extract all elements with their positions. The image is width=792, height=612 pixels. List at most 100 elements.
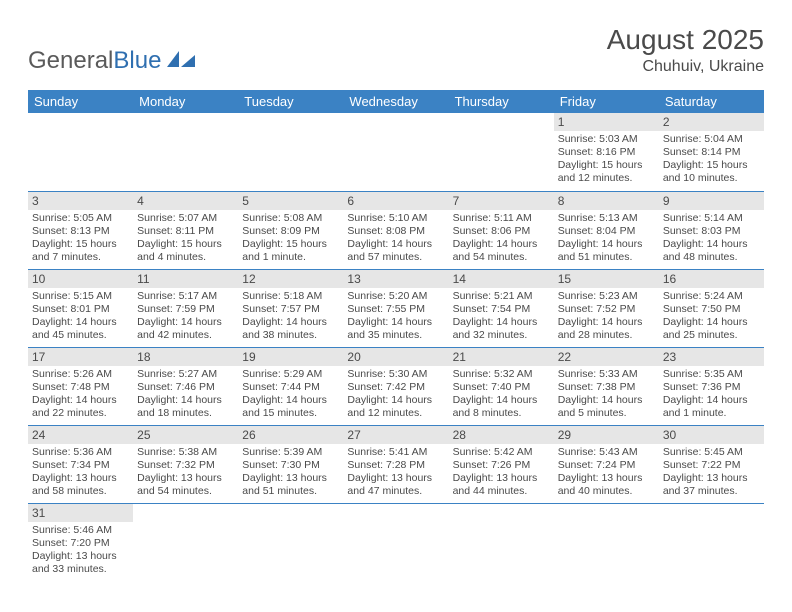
weekday-header: Monday	[133, 90, 238, 113]
day-cell: 27Sunrise: 5:41 AMSunset: 7:28 PMDayligh…	[343, 425, 448, 503]
daylight-line2: and 42 minutes.	[137, 329, 234, 342]
daylight-line2: and 54 minutes.	[137, 485, 234, 498]
sunrise: Sunrise: 5:32 AM	[453, 368, 550, 381]
calendar-table: SundayMondayTuesdayWednesdayThursdayFrid…	[28, 90, 764, 581]
daylight-line2: and 51 minutes.	[242, 485, 339, 498]
day-cell: 12Sunrise: 5:18 AMSunset: 7:57 PMDayligh…	[238, 269, 343, 347]
daylight-line1: Daylight: 14 hours	[663, 394, 760, 407]
sunset: Sunset: 8:01 PM	[32, 303, 129, 316]
sunrise: Sunrise: 5:21 AM	[453, 290, 550, 303]
sunrise: Sunrise: 5:03 AM	[558, 133, 655, 146]
daylight-line2: and 12 minutes.	[558, 172, 655, 185]
sunset: Sunset: 7:28 PM	[347, 459, 444, 472]
daylight-line2: and 25 minutes.	[663, 329, 760, 342]
day-data: Sunrise: 5:17 AMSunset: 7:59 PMDaylight:…	[133, 288, 238, 346]
empty-cell	[28, 113, 133, 191]
day-data: Sunrise: 5:33 AMSunset: 7:38 PMDaylight:…	[554, 366, 659, 424]
day-data: Sunrise: 5:29 AMSunset: 7:44 PMDaylight:…	[238, 366, 343, 424]
day-data: Sunrise: 5:30 AMSunset: 7:42 PMDaylight:…	[343, 366, 448, 424]
day-cell: 13Sunrise: 5:20 AMSunset: 7:55 PMDayligh…	[343, 269, 448, 347]
sunrise: Sunrise: 5:07 AM	[137, 212, 234, 225]
sunset: Sunset: 7:32 PM	[137, 459, 234, 472]
calendar-week-row: 17Sunrise: 5:26 AMSunset: 7:48 PMDayligh…	[28, 347, 764, 425]
sunset: Sunset: 7:42 PM	[347, 381, 444, 394]
day-cell: 10Sunrise: 5:15 AMSunset: 8:01 PMDayligh…	[28, 269, 133, 347]
day-cell: 25Sunrise: 5:38 AMSunset: 7:32 PMDayligh…	[133, 425, 238, 503]
day-data: Sunrise: 5:15 AMSunset: 8:01 PMDaylight:…	[28, 288, 133, 346]
day-number: 11	[133, 270, 238, 288]
daylight-line1: Daylight: 15 hours	[663, 159, 760, 172]
sunrise: Sunrise: 5:15 AM	[32, 290, 129, 303]
day-number: 19	[238, 348, 343, 366]
day-data: Sunrise: 5:20 AMSunset: 7:55 PMDaylight:…	[343, 288, 448, 346]
empty-cell	[343, 503, 448, 581]
day-number: 23	[659, 348, 764, 366]
day-cell: 8Sunrise: 5:13 AMSunset: 8:04 PMDaylight…	[554, 191, 659, 269]
day-data: Sunrise: 5:45 AMSunset: 7:22 PMDaylight:…	[659, 444, 764, 502]
day-data: Sunrise: 5:36 AMSunset: 7:34 PMDaylight:…	[28, 444, 133, 502]
title-block: August 2025 Chuhuiv, Ukraine	[607, 24, 764, 76]
sunset: Sunset: 8:11 PM	[137, 225, 234, 238]
day-number: 4	[133, 192, 238, 210]
sunrise: Sunrise: 5:33 AM	[558, 368, 655, 381]
sunset: Sunset: 7:46 PM	[137, 381, 234, 394]
day-number: 24	[28, 426, 133, 444]
sunrise: Sunrise: 5:42 AM	[453, 446, 550, 459]
daylight-line1: Daylight: 13 hours	[32, 472, 129, 485]
sunset: Sunset: 7:48 PM	[32, 381, 129, 394]
sunrise: Sunrise: 5:38 AM	[137, 446, 234, 459]
daylight-line2: and 58 minutes.	[32, 485, 129, 498]
daylight-line2: and 54 minutes.	[453, 251, 550, 264]
sunrise: Sunrise: 5:13 AM	[558, 212, 655, 225]
sunrise: Sunrise: 5:24 AM	[663, 290, 760, 303]
day-data: Sunrise: 5:21 AMSunset: 7:54 PMDaylight:…	[449, 288, 554, 346]
sunrise: Sunrise: 5:05 AM	[32, 212, 129, 225]
day-number: 15	[554, 270, 659, 288]
daylight-line1: Daylight: 14 hours	[558, 238, 655, 251]
sunrise: Sunrise: 5:10 AM	[347, 212, 444, 225]
sunrise: Sunrise: 5:08 AM	[242, 212, 339, 225]
day-number: 18	[133, 348, 238, 366]
brand-part1: General	[28, 47, 113, 75]
daylight-line2: and 8 minutes.	[453, 407, 550, 420]
day-cell: 31Sunrise: 5:46 AMSunset: 7:20 PMDayligh…	[28, 503, 133, 581]
day-number: 8	[554, 192, 659, 210]
day-number: 9	[659, 192, 764, 210]
calendar-week-row: 3Sunrise: 5:05 AMSunset: 8:13 PMDaylight…	[28, 191, 764, 269]
day-data: Sunrise: 5:13 AMSunset: 8:04 PMDaylight:…	[554, 210, 659, 268]
daylight-line2: and 57 minutes.	[347, 251, 444, 264]
day-data: Sunrise: 5:35 AMSunset: 7:36 PMDaylight:…	[659, 366, 764, 424]
empty-cell	[238, 503, 343, 581]
day-number: 7	[449, 192, 554, 210]
daylight-line2: and 32 minutes.	[453, 329, 550, 342]
daylight-line1: Daylight: 14 hours	[453, 316, 550, 329]
daylight-line1: Daylight: 15 hours	[137, 238, 234, 251]
empty-cell	[554, 503, 659, 581]
day-data: Sunrise: 5:43 AMSunset: 7:24 PMDaylight:…	[554, 444, 659, 502]
weekday-row: SundayMondayTuesdayWednesdayThursdayFrid…	[28, 90, 764, 113]
sunrise: Sunrise: 5:14 AM	[663, 212, 760, 225]
daylight-line2: and 44 minutes.	[453, 485, 550, 498]
day-cell: 1Sunrise: 5:03 AMSunset: 8:16 PMDaylight…	[554, 113, 659, 191]
daylight-line1: Daylight: 14 hours	[32, 394, 129, 407]
day-number: 2	[659, 113, 764, 131]
daylight-line2: and 1 minute.	[663, 407, 760, 420]
daylight-line1: Daylight: 13 hours	[32, 550, 129, 563]
day-number: 21	[449, 348, 554, 366]
sunset: Sunset: 8:13 PM	[32, 225, 129, 238]
day-cell: 23Sunrise: 5:35 AMSunset: 7:36 PMDayligh…	[659, 347, 764, 425]
daylight-line1: Daylight: 14 hours	[558, 394, 655, 407]
daylight-line1: Daylight: 14 hours	[137, 316, 234, 329]
day-number: 10	[28, 270, 133, 288]
day-data: Sunrise: 5:04 AMSunset: 8:14 PMDaylight:…	[659, 131, 764, 189]
daylight-line2: and 47 minutes.	[347, 485, 444, 498]
day-cell: 30Sunrise: 5:45 AMSunset: 7:22 PMDayligh…	[659, 425, 764, 503]
day-number: 1	[554, 113, 659, 131]
day-data: Sunrise: 5:18 AMSunset: 7:57 PMDaylight:…	[238, 288, 343, 346]
weekday-header: Friday	[554, 90, 659, 113]
daylight-line2: and 51 minutes.	[558, 251, 655, 264]
day-data: Sunrise: 5:32 AMSunset: 7:40 PMDaylight:…	[449, 366, 554, 424]
day-cell: 5Sunrise: 5:08 AMSunset: 8:09 PMDaylight…	[238, 191, 343, 269]
day-cell: 20Sunrise: 5:30 AMSunset: 7:42 PMDayligh…	[343, 347, 448, 425]
sunset: Sunset: 7:20 PM	[32, 537, 129, 550]
